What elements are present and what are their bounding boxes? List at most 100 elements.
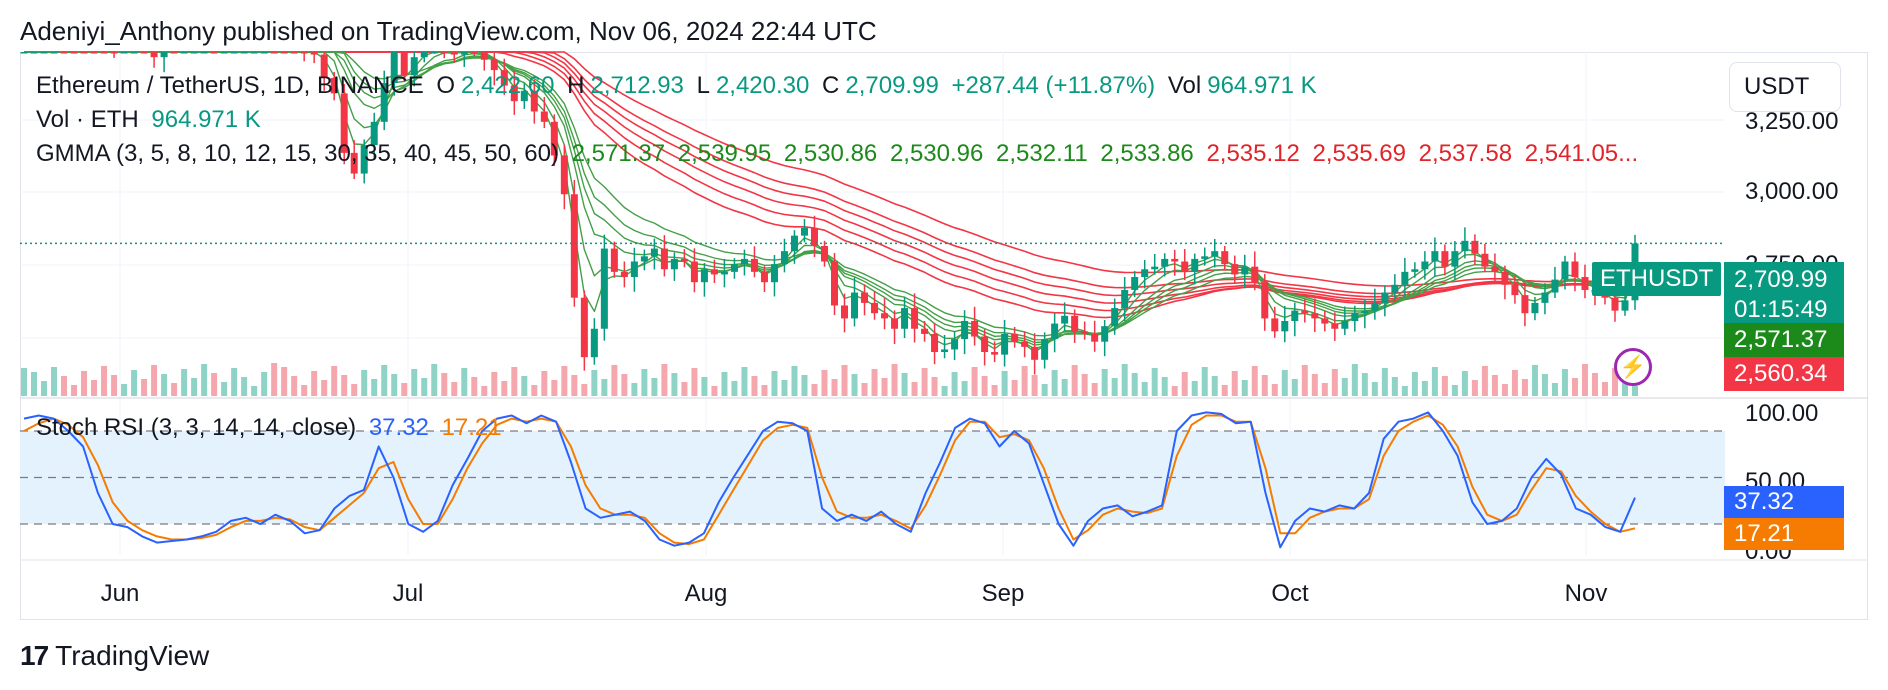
volume-bar [771, 371, 778, 396]
volume-bar [511, 367, 518, 396]
legend-c-value: 2,709.99 [845, 72, 939, 99]
volume-bar [321, 380, 328, 396]
volume-bar [821, 370, 828, 396]
candle-body [100, 52, 108, 54]
legend-stoch-rsi: Stoch RSI (3, 3, 14, 14, close) 37.32 17… [36, 414, 508, 442]
candle-body [1001, 333, 1009, 355]
x-tick: Nov [1564, 580, 1608, 607]
gmma-long-value: 2,537.58 [1418, 140, 1513, 167]
candle-body [340, 93, 348, 153]
volume-bar [751, 376, 758, 396]
volume-bar [461, 368, 468, 396]
volume-bar [891, 364, 898, 396]
legend-h-value: 2,712.93 [590, 72, 684, 99]
candle-body [891, 318, 899, 329]
candle-body [1171, 258, 1179, 262]
candle-body [1441, 251, 1449, 267]
volume-bar [1371, 382, 1378, 396]
volume-bar [1001, 371, 1008, 396]
footer-brand[interactable]: TradingView [55, 640, 210, 671]
volume-bar [1201, 367, 1208, 396]
candle-body [1521, 295, 1529, 314]
candle-body [1491, 266, 1499, 272]
candle-body [881, 313, 889, 319]
candle-body [380, 83, 388, 122]
volume-bar [721, 372, 728, 396]
volume-bar [1571, 378, 1578, 396]
candle-body [1611, 297, 1619, 311]
volume-bar [911, 382, 918, 396]
candle-body [1141, 269, 1149, 278]
gmma-short-value: 2,532.11 [996, 140, 1088, 167]
candle-body [1581, 277, 1589, 290]
legend-vol-value: 964.971 K [1207, 72, 1317, 99]
candle-body [60, 52, 68, 54]
volume-bar [41, 381, 48, 396]
candle-body [500, 70, 508, 86]
candle-body [660, 248, 668, 270]
candle-body [300, 52, 308, 54]
volume-bar [101, 366, 108, 396]
volume-bar [1391, 377, 1398, 396]
volume-bar [141, 379, 148, 396]
currency-selector[interactable]: USDT [1729, 62, 1841, 112]
volume-bar [291, 376, 298, 396]
gmma-label[interactable]: GMMA (3, 5, 8, 10, 12, 15, 30, 35, 40, 4… [36, 140, 559, 167]
candle-body [360, 145, 368, 174]
candle-body [1091, 333, 1099, 342]
volume-label[interactable]: Vol · ETH [36, 106, 139, 133]
volume-bar [521, 376, 528, 396]
legend-symbol[interactable]: Ethereum / TetherUS, 1D, BINANCE [36, 72, 424, 99]
candle-body [400, 52, 408, 76]
volume-bar [441, 373, 448, 396]
volume-bar [1421, 381, 1428, 396]
gmma-long-tag: 2,560.34 [1724, 357, 1844, 391]
x-tick: Jul [392, 580, 424, 607]
candle-body [901, 308, 909, 329]
candle-body [1291, 310, 1299, 321]
volume-bar [1291, 379, 1298, 396]
volume-bar [941, 386, 948, 396]
volume-bar [1491, 375, 1498, 396]
gmma-long-value: 2,535.12 [1206, 140, 1300, 167]
last-price-value: 2,709.99 [1734, 266, 1828, 293]
lightning-alert-icon[interactable]: ⚡ [1614, 348, 1652, 386]
volume-bar [1311, 374, 1318, 396]
x-tick: Oct [1271, 580, 1309, 607]
candle-body [841, 305, 849, 319]
volume-bar [491, 372, 498, 396]
candle-body [520, 90, 528, 102]
candle-body [410, 57, 418, 76]
candle-body [220, 52, 228, 54]
volume-bar [591, 370, 598, 396]
tradingview-logo-icon[interactable]: 17 [20, 640, 49, 671]
volume-bar [421, 378, 428, 396]
candle-body [1501, 271, 1509, 285]
volume-bar [1151, 368, 1158, 396]
volume-bar [21, 368, 27, 396]
candle-body [690, 261, 698, 283]
candle-body [1411, 269, 1419, 272]
volume-bar [1081, 374, 1088, 396]
stoch-d-tag: 17.21 [1724, 518, 1844, 550]
chart-frame[interactable] [20, 52, 1868, 620]
candle-body [1221, 251, 1229, 265]
volume-bar [301, 385, 308, 396]
volume-bar [711, 386, 718, 396]
volume-bar [1551, 383, 1558, 396]
volume-bar [1451, 385, 1458, 396]
candle-body [1311, 313, 1319, 319]
candle-body [640, 256, 648, 262]
candle-body [1621, 300, 1629, 311]
volume-bar [791, 366, 798, 396]
volume-bar [91, 380, 98, 396]
candle-body [1531, 302, 1539, 314]
x-tick: Aug [684, 580, 728, 607]
stoch-rsi-label[interactable]: Stoch RSI (3, 3, 14, 14, close) [36, 414, 357, 441]
candle-body [460, 52, 468, 55]
volume-bar [371, 379, 378, 396]
candle-body [1271, 318, 1279, 332]
gmma-short-value: 2,530.96 [889, 140, 984, 167]
candle-body [580, 297, 588, 358]
